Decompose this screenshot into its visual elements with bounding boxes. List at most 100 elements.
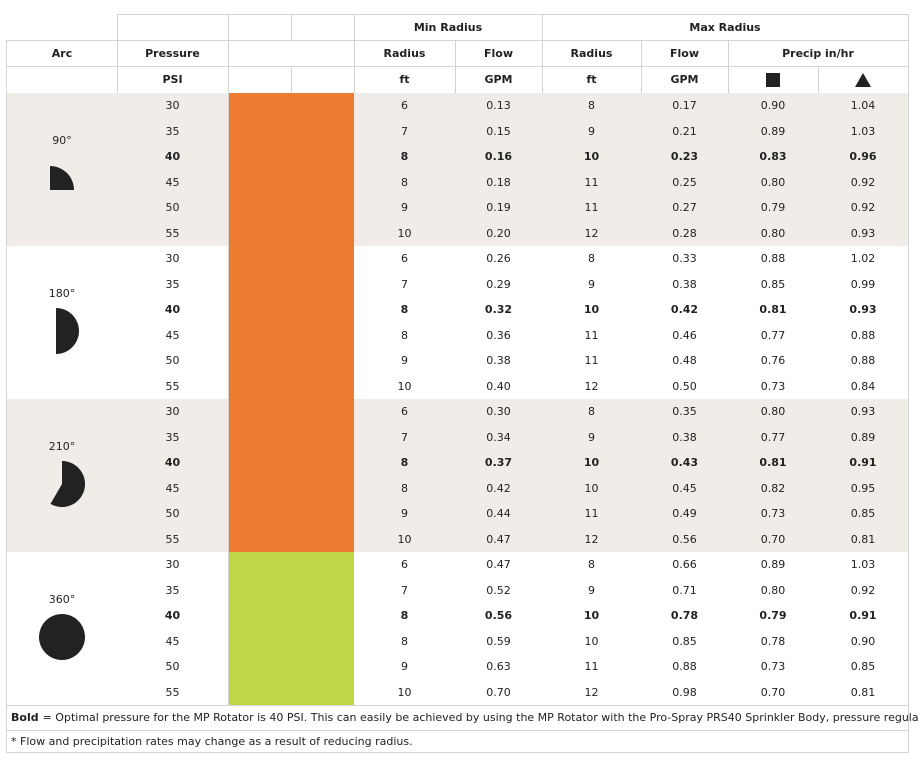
value-cell: 8 xyxy=(542,246,642,273)
value-cell-text: 11 xyxy=(584,201,599,215)
value-cell-text: 0.91 xyxy=(849,609,877,623)
value-cell: 9 xyxy=(354,654,456,681)
header-cell: ft xyxy=(354,66,456,94)
value-cell-text: 11 xyxy=(584,354,599,368)
square-icon xyxy=(766,72,780,87)
pressure-cell-text: 50 xyxy=(165,354,180,368)
value-cell: 0.85 xyxy=(641,628,729,655)
value-cell: 0.21 xyxy=(641,118,729,145)
value-cell-text: 0.35 xyxy=(672,405,697,419)
value-cell-text: 0.88 xyxy=(672,660,697,674)
value-cell: 0.89 xyxy=(818,424,909,451)
pressure-cell: 45 xyxy=(117,169,229,196)
pressure-cell: 35 xyxy=(117,271,229,298)
pressure-cell: 30 xyxy=(117,93,229,120)
header-cell: Radius xyxy=(542,40,642,67)
pressure-cell-text: 30 xyxy=(165,99,180,113)
value-cell: 0.76 xyxy=(728,348,819,375)
value-cell-text: 8 xyxy=(400,150,409,164)
header-cell-text: Radius xyxy=(570,46,613,60)
value-cell-text: 0.27 xyxy=(672,201,697,215)
pressure-cell-text: 45 xyxy=(165,328,180,342)
value-cell: 8 xyxy=(542,552,642,579)
value-cell: 0.29 xyxy=(455,271,543,298)
header-cell-text: ft xyxy=(399,73,410,86)
arc-shape xyxy=(56,307,79,354)
value-cell-text: 0.92 xyxy=(850,175,876,189)
value-cell: 10 xyxy=(542,475,642,502)
arc-icon xyxy=(37,153,87,206)
value-cell-text: 9 xyxy=(401,354,408,368)
pressure-cell: 55 xyxy=(117,526,229,553)
value-cell-text: 0.50 xyxy=(672,379,697,393)
value-cell: 0.40 xyxy=(455,373,543,400)
header-cell-text: Flow xyxy=(483,46,513,60)
value-cell: 9 xyxy=(542,424,642,451)
value-cell: 8 xyxy=(354,169,456,196)
value-cell-text: 0.99 xyxy=(850,277,876,291)
pressure-cell-text: 50 xyxy=(165,201,180,215)
pressure-cell-text: 50 xyxy=(165,660,180,674)
footnote-text: = Optimal pressure for the MP Rotator is… xyxy=(42,711,919,724)
value-cell: 0.42 xyxy=(641,297,729,324)
color-band xyxy=(291,246,355,400)
value-cell: 0.81 xyxy=(728,297,819,324)
value-cell-text: 1.03 xyxy=(850,558,876,572)
value-cell-text: 0.81 xyxy=(759,303,787,317)
arc-cell: 180° xyxy=(6,246,118,400)
value-cell-text: 8 xyxy=(401,481,408,495)
value-cell: 1.03 xyxy=(818,552,909,579)
value-cell-text: 9 xyxy=(588,430,595,444)
pressure-cell: 55 xyxy=(117,679,229,706)
value-cell-text: 0.63 xyxy=(486,660,511,674)
value-cell-text: 0.40 xyxy=(486,379,511,393)
arc-label: 360° xyxy=(48,592,76,606)
value-cell: 11 xyxy=(542,348,642,375)
value-cell-text: 0.73 xyxy=(760,660,786,674)
value-cell-text: 10 xyxy=(584,481,599,495)
value-cell: 0.47 xyxy=(455,526,543,553)
value-cell-text: 9 xyxy=(401,660,408,674)
header-cell-text: Min Radius xyxy=(413,21,483,34)
value-cell-text: 0.85 xyxy=(672,634,697,648)
value-cell: 0.20 xyxy=(455,220,543,247)
value-cell: 0.80 xyxy=(728,577,819,604)
value-cell: 8 xyxy=(354,144,456,171)
pressure-cell-text: 30 xyxy=(165,252,180,266)
value-cell-text: 0.89 xyxy=(850,430,876,444)
value-cell-text: 1.02 xyxy=(850,252,876,266)
pressure-cell-text: 35 xyxy=(165,124,180,138)
value-cell: 0.43 xyxy=(641,450,729,477)
value-cell-text: 0.89 xyxy=(760,124,786,138)
pressure-cell: 55 xyxy=(117,220,229,247)
value-cell-text: 10 xyxy=(583,456,600,470)
value-cell: 0.73 xyxy=(728,654,819,681)
value-cell-text: 9 xyxy=(588,124,595,138)
value-cell: 0.92 xyxy=(818,195,909,222)
header-cell-text: Flow xyxy=(669,46,699,60)
pressure-cell-text: 40 xyxy=(164,609,181,623)
pressure-cell-text: 40 xyxy=(164,456,181,470)
value-cell-text: 0.66 xyxy=(672,558,697,572)
value-cell: 11 xyxy=(542,501,642,528)
value-cell-text: 0.47 xyxy=(486,558,511,572)
value-cell: 8 xyxy=(354,475,456,502)
value-cell: 0.70 xyxy=(728,679,819,706)
value-cell: 12 xyxy=(542,373,642,400)
value-cell-text: 9 xyxy=(588,583,595,597)
value-cell-text: 0.25 xyxy=(672,175,697,189)
value-cell: 0.70 xyxy=(455,679,543,706)
value-cell: 0.85 xyxy=(818,654,909,681)
value-cell: 0.56 xyxy=(641,526,729,553)
value-cell: 0.45 xyxy=(641,475,729,502)
value-cell-text: 11 xyxy=(584,660,599,674)
value-cell: 0.42 xyxy=(455,475,543,502)
value-cell: 8 xyxy=(354,628,456,655)
value-cell-text: 10 xyxy=(397,379,412,393)
arc-icon xyxy=(37,612,87,665)
value-cell-text: 8 xyxy=(588,405,595,419)
value-cell-text: 11 xyxy=(584,175,599,189)
value-cell-text: 0.88 xyxy=(850,328,876,342)
value-cell-text: 0.43 xyxy=(670,456,699,470)
